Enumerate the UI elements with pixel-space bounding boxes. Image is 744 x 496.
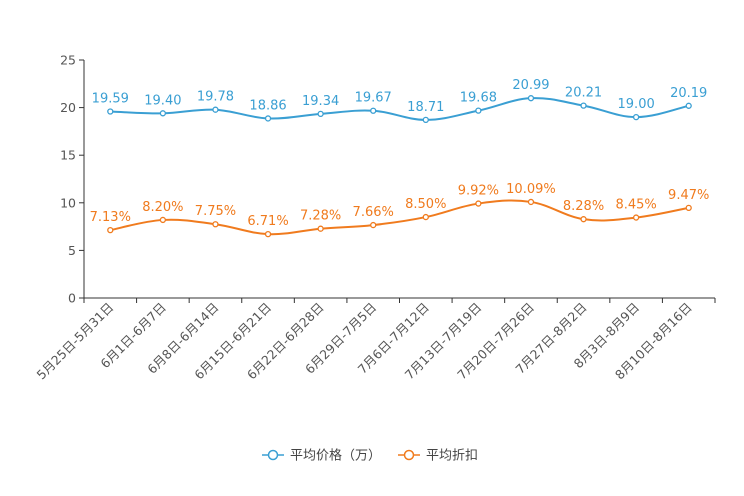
series-avg-discount: 7.13% 8.20% 7.75% 6.71% 7.28% 7.66% 8.50% 9.92%…: [90, 182, 709, 238]
y-tick-label: 0: [68, 291, 76, 306]
data-point: [212, 221, 219, 228]
data-label: 8.50%: [405, 197, 446, 212]
data-label: 9.47%: [668, 188, 709, 203]
data-point: [527, 198, 535, 206]
data-point: [422, 116, 429, 124]
data-point: [212, 106, 219, 113]
data-point: [685, 102, 692, 109]
data-label: 19.00: [618, 97, 655, 112]
data-label: 19.40: [144, 93, 181, 108]
data-point: [107, 108, 114, 115]
data-point: [632, 113, 640, 121]
data-label: 8.28%: [563, 199, 604, 214]
data-point: [264, 115, 272, 122]
data-point: [685, 204, 692, 211]
data-label: 19.78: [197, 90, 234, 105]
data-point: [159, 216, 167, 224]
data-label: 8.20%: [142, 200, 183, 215]
data-point: [632, 214, 640, 221]
legend-label: 平均折扣: [426, 449, 478, 464]
data-label: 7.28%: [300, 209, 341, 224]
y-tick-label: 25: [60, 53, 76, 68]
series-avg-price: 19.59 19.40 19.78 18.86 19.34 19.67 18.71 19.68…: [92, 78, 707, 124]
data-label: 20.19: [670, 86, 707, 101]
data-label: 19.68: [460, 91, 497, 106]
legend-marker-icon: [267, 449, 279, 461]
data-label: 7.75%: [195, 204, 236, 219]
legend-marker-icon: [403, 449, 415, 461]
data-label: 20.21: [565, 86, 602, 101]
data-point: [107, 226, 114, 234]
series-line: [110, 199, 689, 236]
chart-legend: 平均价格（万） 平均折扣: [262, 448, 478, 464]
data-point: [527, 95, 535, 102]
data-point: [370, 107, 377, 114]
y-tick-label: 15: [60, 148, 76, 163]
data-point: [159, 110, 167, 117]
data-label: 6.71%: [247, 214, 288, 229]
data-point: [475, 200, 482, 207]
data-label: 19.67: [355, 91, 392, 106]
data-label: 18.86: [249, 98, 286, 113]
data-point: [580, 102, 587, 109]
legend-item-avg-price[interactable]: 平均价格（万）: [262, 448, 381, 464]
y-tick-label: 20: [60, 100, 76, 115]
legend-item-avg-discount[interactable]: 平均折扣: [398, 449, 478, 464]
data-label: 7.66%: [353, 205, 394, 220]
data-point: [370, 221, 377, 229]
y-tick-label: 10: [60, 195, 76, 210]
data-label: 18.71: [407, 100, 444, 115]
x-tick-label: 5月25日-5月31日: [34, 300, 117, 383]
data-point: [317, 110, 324, 118]
data-label: 8.45%: [615, 198, 656, 213]
data-label: 19.34: [302, 94, 339, 109]
chart-series: 19.59 19.40 19.78 18.86 19.34 19.67 18.71 19.68…: [90, 78, 709, 238]
y-tick-label: 5: [68, 243, 76, 258]
series-line: [110, 97, 689, 121]
data-point: [264, 230, 272, 238]
data-point: [317, 225, 324, 232]
data-label: 7.13%: [90, 210, 131, 225]
data-label: 20.99: [512, 78, 549, 93]
data-point: [475, 107, 482, 114]
data-label: 19.59: [92, 92, 129, 107]
data-label: 10.09%: [506, 182, 556, 197]
legend-label: 平均价格（万）: [290, 448, 381, 464]
data-label: 9.92%: [458, 184, 499, 199]
data-point: [422, 213, 429, 221]
data-point: [580, 216, 587, 223]
